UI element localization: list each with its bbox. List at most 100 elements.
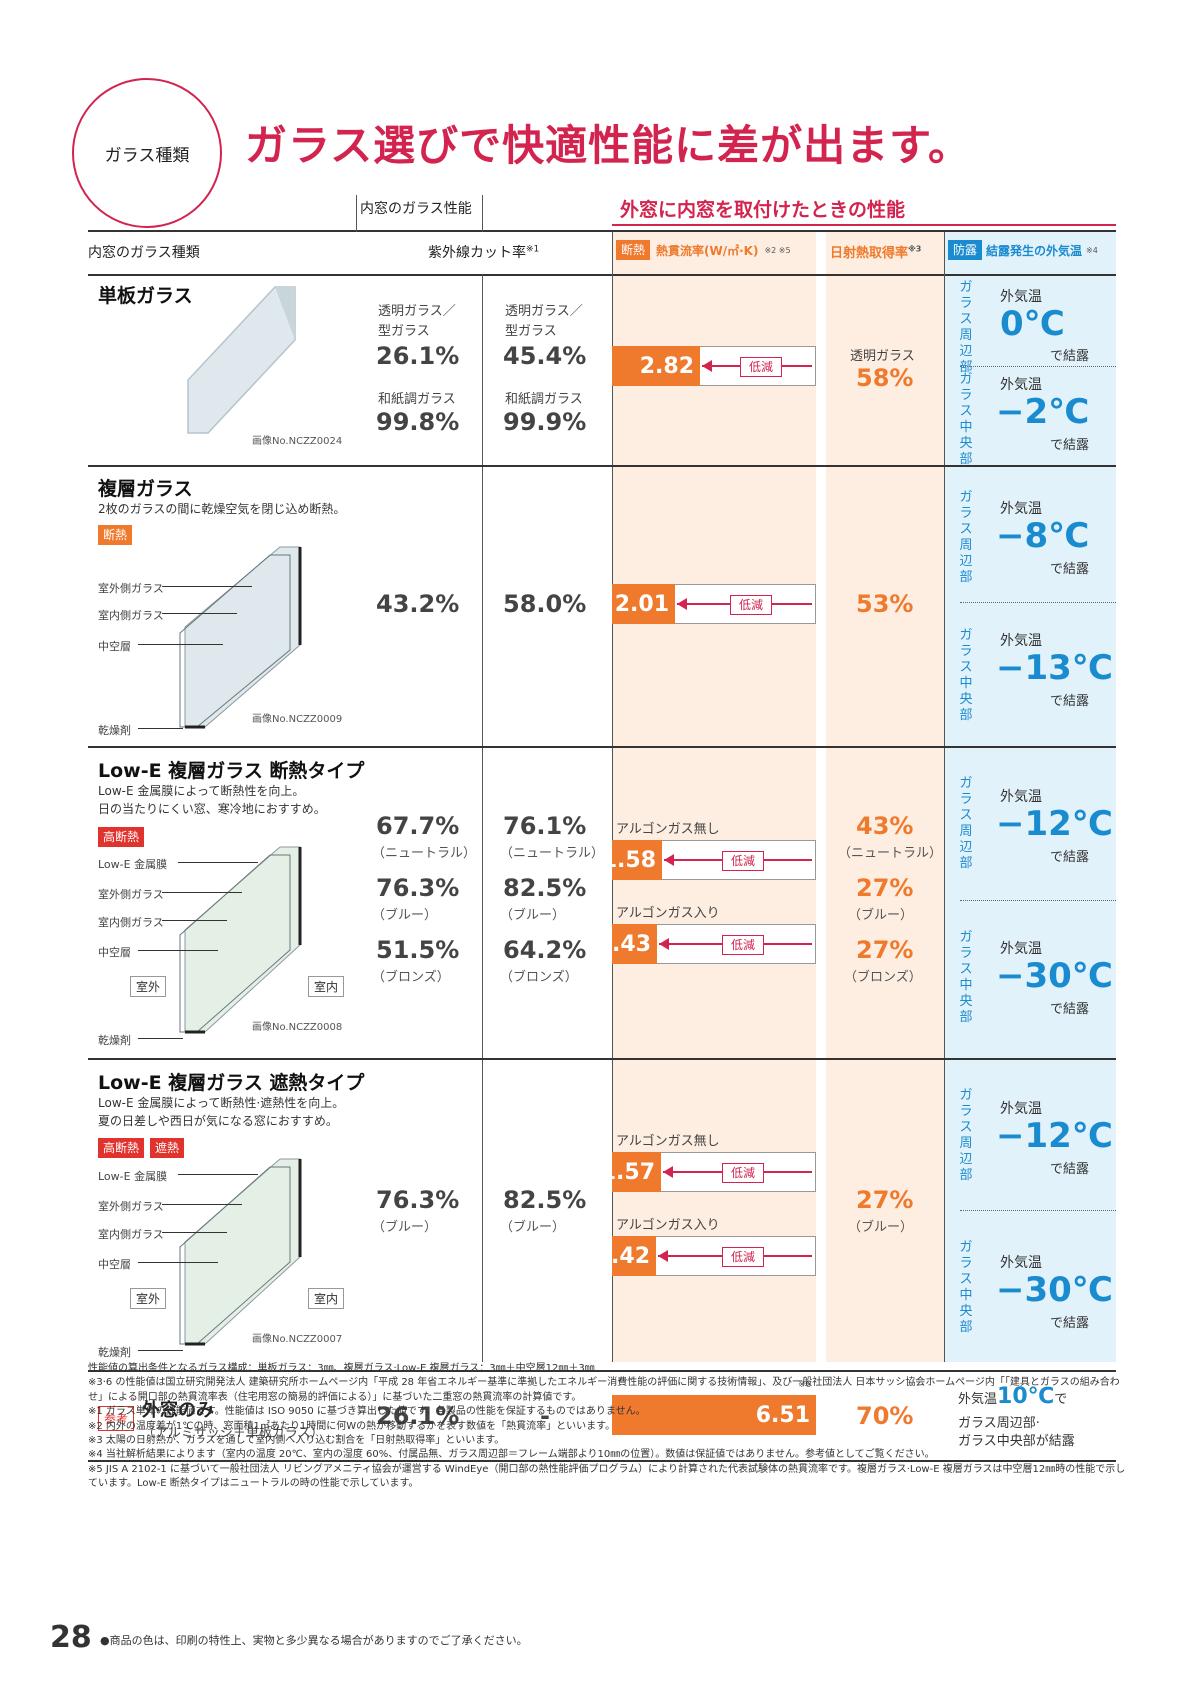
color-variant-label: （ブロンズ） — [844, 970, 922, 985]
leader-line — [138, 1038, 183, 1039]
outdoor-label: 室外 — [130, 1288, 167, 1309]
condensation-header: 防露 結露発生の外気温 ※4 — [948, 240, 1098, 260]
single-glass-image — [187, 286, 296, 434]
reference-condensation-line: ガラス周辺部· — [958, 1416, 1040, 1431]
condensing-label: で結露 — [1050, 1316, 1090, 1331]
glass-name-lowe-shield: Low-E 複層ガラス 遮熱タイプ — [98, 1072, 365, 1094]
uv-value: 82.5% — [503, 874, 587, 902]
divider — [612, 232, 613, 1362]
heat-flow-bar: 1.57 — [601, 1152, 661, 1192]
desiccant-label: 乾燥剤 — [98, 724, 131, 737]
leader-line — [162, 586, 252, 587]
lowe-shield-glass-image — [179, 1158, 302, 1346]
uv-label: 型ガラス — [378, 324, 430, 339]
divider — [960, 1210, 1116, 1211]
argon-none-label: アルゴンガス無し — [616, 1134, 720, 1149]
glass-name-single: 単板ガラス — [98, 285, 193, 307]
image-number: 画像No.NCZZ0009 — [252, 714, 343, 725]
outer-temp-label: 外気温 — [1000, 633, 1042, 649]
leader-line — [162, 613, 237, 614]
leader-line — [162, 920, 227, 921]
footnote: 性能値の算出条件となるガラス構成：単板ガラス：3㎜、複層ガラス·Low-E 複層… — [88, 1363, 595, 1374]
header-bottom-line — [88, 274, 1116, 276]
condensing-label: で結露 — [1050, 850, 1090, 865]
lowe-film-label: Low-E 金属膜 — [98, 858, 168, 871]
reduce-label: 低減 — [722, 1163, 765, 1183]
air-layer-label: 中空層 — [98, 1258, 131, 1271]
reduce-label: 低減 — [730, 595, 773, 615]
edge-temp-value: −8℃ — [996, 516, 1090, 556]
outer-glass-label: 室外側ガラス — [98, 582, 164, 595]
leader-line — [178, 862, 258, 863]
uv-value: 64.2% — [503, 936, 587, 964]
row-separator — [88, 746, 1116, 748]
edge-vertical-label: ガラス周辺部 — [959, 280, 973, 375]
leader-line — [178, 1174, 258, 1175]
reference-name: 外窓のみ — [142, 1400, 214, 1421]
divider — [944, 232, 945, 1362]
insulation-tag: 断熱 — [616, 240, 651, 260]
outer-temp-label: 外気温 — [1000, 1101, 1042, 1117]
argon-with-label: アルゴンガス入り — [616, 1218, 720, 1233]
divider — [482, 195, 483, 232]
desiccant-label: 乾燥剤 — [98, 1034, 131, 1047]
indoor-label: 室内 — [308, 1288, 345, 1309]
leader-line — [162, 1232, 227, 1233]
image-number: 画像No.NCZZ0024 — [252, 436, 343, 447]
heat-flow-bar: 2.01 — [612, 584, 675, 624]
heat-flow-bar: 1.58 — [602, 840, 662, 880]
uv-value: 43.2% — [376, 590, 460, 618]
condensing-label: で結露 — [1050, 562, 1090, 577]
heat-flow-bar: 2.82 — [612, 346, 700, 386]
inner-glass-label: 室内側ガラス — [98, 916, 164, 929]
uv-value: 99.8% — [376, 408, 460, 436]
tag-list: 高断熱 遮熱 — [98, 1138, 185, 1158]
leader-line — [138, 950, 218, 951]
uv-value: 45.4% — [503, 342, 587, 370]
argon-none-label: アルゴンガス無し — [616, 822, 720, 837]
reduce-label: 低減 — [722, 851, 765, 871]
insulation-tag: 断熱 — [98, 525, 133, 545]
divider — [960, 900, 1116, 901]
air-layer-label: 中空層 — [98, 640, 131, 653]
color-variant-label: （ブロンズ） — [500, 970, 578, 985]
outer-temp-label: 外気温 — [1000, 941, 1042, 957]
lowe-film-label: Low-E 金属膜 — [98, 1170, 168, 1183]
row-separator — [88, 1058, 1116, 1060]
solar-value: 27% — [856, 936, 914, 964]
glass-type-header: 内窓のガラス種類 — [88, 245, 200, 261]
inner-perf-header: 内窓のガラス性能 — [360, 201, 472, 217]
footnote: ※3 太陽の日射熱が、ガラスを通して室内側へ入り込む割合を「日射熱取得率」といい… — [88, 1435, 505, 1447]
image-number: 画像No.NCZZ0007 — [252, 1334, 343, 1345]
uv-label: 型ガラス — [505, 324, 557, 339]
double-glass-image — [179, 546, 302, 729]
heat-flow-column-bg — [612, 232, 816, 1362]
color-variant-label: （ブルー） — [372, 908, 438, 923]
page-title: ガラス選びで快適性能に差が出ます。 — [245, 121, 971, 170]
glass-name-lowe-insulation: Low-E 複層ガラス 断熱タイプ — [98, 760, 365, 782]
glass-description: Low-E 金属膜によって断熱性を向上。 — [98, 784, 305, 798]
solar-value: 53% — [856, 590, 914, 618]
divider — [960, 366, 1116, 367]
color-variant-label: （ニュートラル） — [838, 846, 943, 861]
heat-flow-bar: 6.51 — [612, 1395, 816, 1435]
color-variant-label: （ニュートラル） — [372, 846, 477, 861]
solar-column-bg — [826, 232, 944, 1362]
heat-note: ※6 — [798, 1380, 812, 1390]
center-temp-value: −2℃ — [996, 392, 1090, 432]
footnote: ※2 内外の温度差が1℃の時、窓面積1㎡あたり1時間に何Wの熱が移動するかを表す… — [88, 1420, 616, 1432]
inner-glass-label: 室内側ガラス — [98, 1228, 164, 1241]
tag-list: 断熱 — [98, 524, 133, 545]
outer-temp-label: 外気温 — [1000, 501, 1042, 517]
footnote: ※3·6 の性能値は国立研究開発法人 建築研究所ホームページ内「平成 28 年省… — [88, 1377, 1120, 1403]
inner-glass-label: 室内側ガラス — [98, 609, 164, 622]
uv-label: 透明ガラス／ — [378, 304, 456, 319]
perf-header-underline — [612, 224, 1116, 226]
uv-value: 26.1% — [376, 342, 460, 370]
center-vertical-label: ガラス中央部 — [959, 1240, 973, 1335]
uv-value: 51.5% — [376, 936, 460, 964]
reduce-label: 低減 — [722, 935, 765, 955]
argon-with-label: アルゴンガス入り — [616, 906, 720, 921]
reference-tag: 参考 — [98, 1406, 135, 1431]
uv-label: 和紙調ガラス — [505, 392, 583, 407]
